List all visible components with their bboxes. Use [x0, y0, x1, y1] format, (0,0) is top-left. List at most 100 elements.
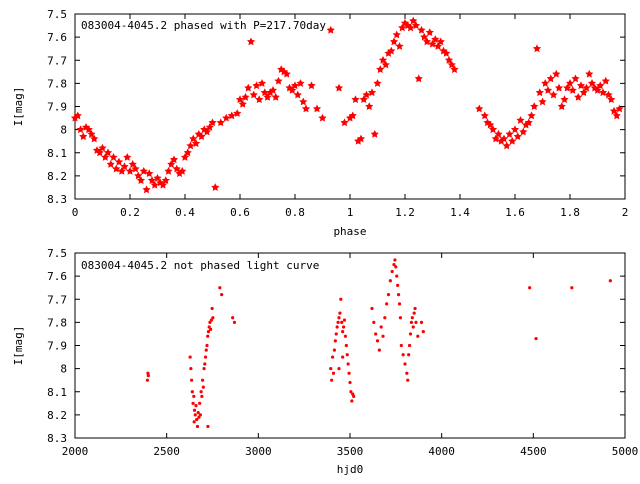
data-point	[193, 413, 197, 417]
phased-light-curve-panel: 0 0.2 0.4 0.6 0.8 1 1.2 1.4 1.6 1.8 2 7.5 7.6 7.7 7.8…	[12, 8, 628, 238]
data-point	[241, 92, 250, 101]
data-point	[255, 95, 264, 104]
data-point	[205, 343, 209, 348]
data-point	[301, 104, 311, 113]
y-tick-label: 8.1	[47, 147, 67, 160]
data-point	[288, 86, 297, 94]
data-point	[203, 362, 207, 366]
data-point	[376, 65, 385, 73]
data-point	[343, 334, 348, 338]
data-point	[73, 111, 82, 120]
data-point	[114, 157, 124, 166]
data-point	[271, 92, 280, 101]
data-point	[372, 320, 376, 324]
data-point	[197, 415, 201, 419]
data-point	[198, 413, 202, 417]
data-point	[377, 348, 381, 352]
x-tick-label: 4000	[428, 445, 455, 458]
data-point	[394, 265, 398, 269]
data-point	[335, 325, 339, 329]
data-point	[392, 262, 396, 267]
data-point	[84, 125, 93, 134]
data-point	[202, 127, 212, 136]
data-point	[543, 86, 553, 94]
x-tick-label: 0.2	[120, 206, 140, 219]
phased-x-axis-label: phase	[333, 225, 366, 238]
x-tick-label: 0.8	[285, 206, 305, 219]
data-point	[381, 334, 385, 338]
data-point	[180, 153, 190, 161]
data-point	[211, 316, 215, 320]
data-point	[480, 111, 489, 120]
data-point	[431, 35, 440, 43]
data-point	[407, 353, 411, 357]
data-point	[405, 371, 409, 375]
x-tick-label: 0	[72, 206, 79, 219]
data-point	[538, 97, 547, 106]
data-point	[167, 160, 176, 168]
data-point	[356, 134, 366, 143]
data-point	[95, 148, 104, 157]
data-point	[191, 139, 201, 147]
y-tick-label: 7.5	[47, 247, 67, 260]
data-point	[365, 102, 374, 110]
x-tick-label: 2000	[62, 445, 89, 458]
data-point	[128, 160, 137, 168]
data-point	[134, 171, 143, 180]
x-tick-label: 4500	[520, 445, 547, 458]
data-point	[420, 32, 429, 41]
data-point	[206, 334, 210, 338]
data-point	[433, 42, 443, 50]
data-point	[293, 90, 302, 99]
data-point	[139, 166, 148, 175]
data-point	[388, 279, 392, 283]
data-point	[103, 148, 113, 157]
data-point	[563, 83, 572, 92]
data-point	[513, 132, 522, 141]
data-point	[393, 258, 397, 262]
data-point	[351, 95, 360, 104]
data-point	[350, 399, 354, 403]
data-point	[385, 302, 389, 306]
data-point	[197, 132, 206, 141]
data-point	[571, 74, 580, 83]
data-point	[195, 424, 200, 429]
data-point	[218, 286, 222, 290]
data-point	[416, 334, 420, 338]
data-point	[120, 162, 129, 171]
data-point	[379, 325, 383, 329]
data-point	[392, 30, 401, 39]
data-point	[519, 127, 528, 136]
data-point	[341, 330, 345, 334]
x-tick-label: 0.4	[175, 206, 195, 219]
data-point	[421, 330, 425, 334]
data-point	[203, 355, 208, 359]
data-point	[527, 111, 536, 120]
x-tick-label: 1.6	[505, 206, 525, 219]
data-point	[131, 164, 140, 173]
y-tick-label: 7.7	[47, 293, 67, 306]
data-point	[406, 378, 410, 382]
data-point	[381, 60, 390, 69]
unphased-plot-frame	[74, 252, 626, 439]
x-tick-label: 3000	[245, 445, 272, 458]
unphased-plot-title: 083004-4045.2 not phased light curve	[81, 259, 319, 272]
data-point	[442, 49, 451, 57]
data-point	[205, 123, 214, 131]
data-point	[341, 355, 345, 359]
data-point	[436, 37, 445, 46]
data-point	[189, 134, 198, 143]
data-point	[530, 102, 539, 110]
data-point	[396, 293, 401, 297]
data-point	[419, 320, 424, 324]
data-point	[398, 316, 403, 320]
data-point	[565, 79, 575, 87]
data-point	[164, 166, 173, 175]
data-point	[374, 332, 378, 336]
data-point	[194, 404, 198, 408]
data-point	[136, 176, 146, 184]
data-point	[76, 125, 85, 134]
data-point	[146, 373, 150, 378]
data-point	[296, 79, 305, 87]
data-point	[499, 134, 509, 143]
